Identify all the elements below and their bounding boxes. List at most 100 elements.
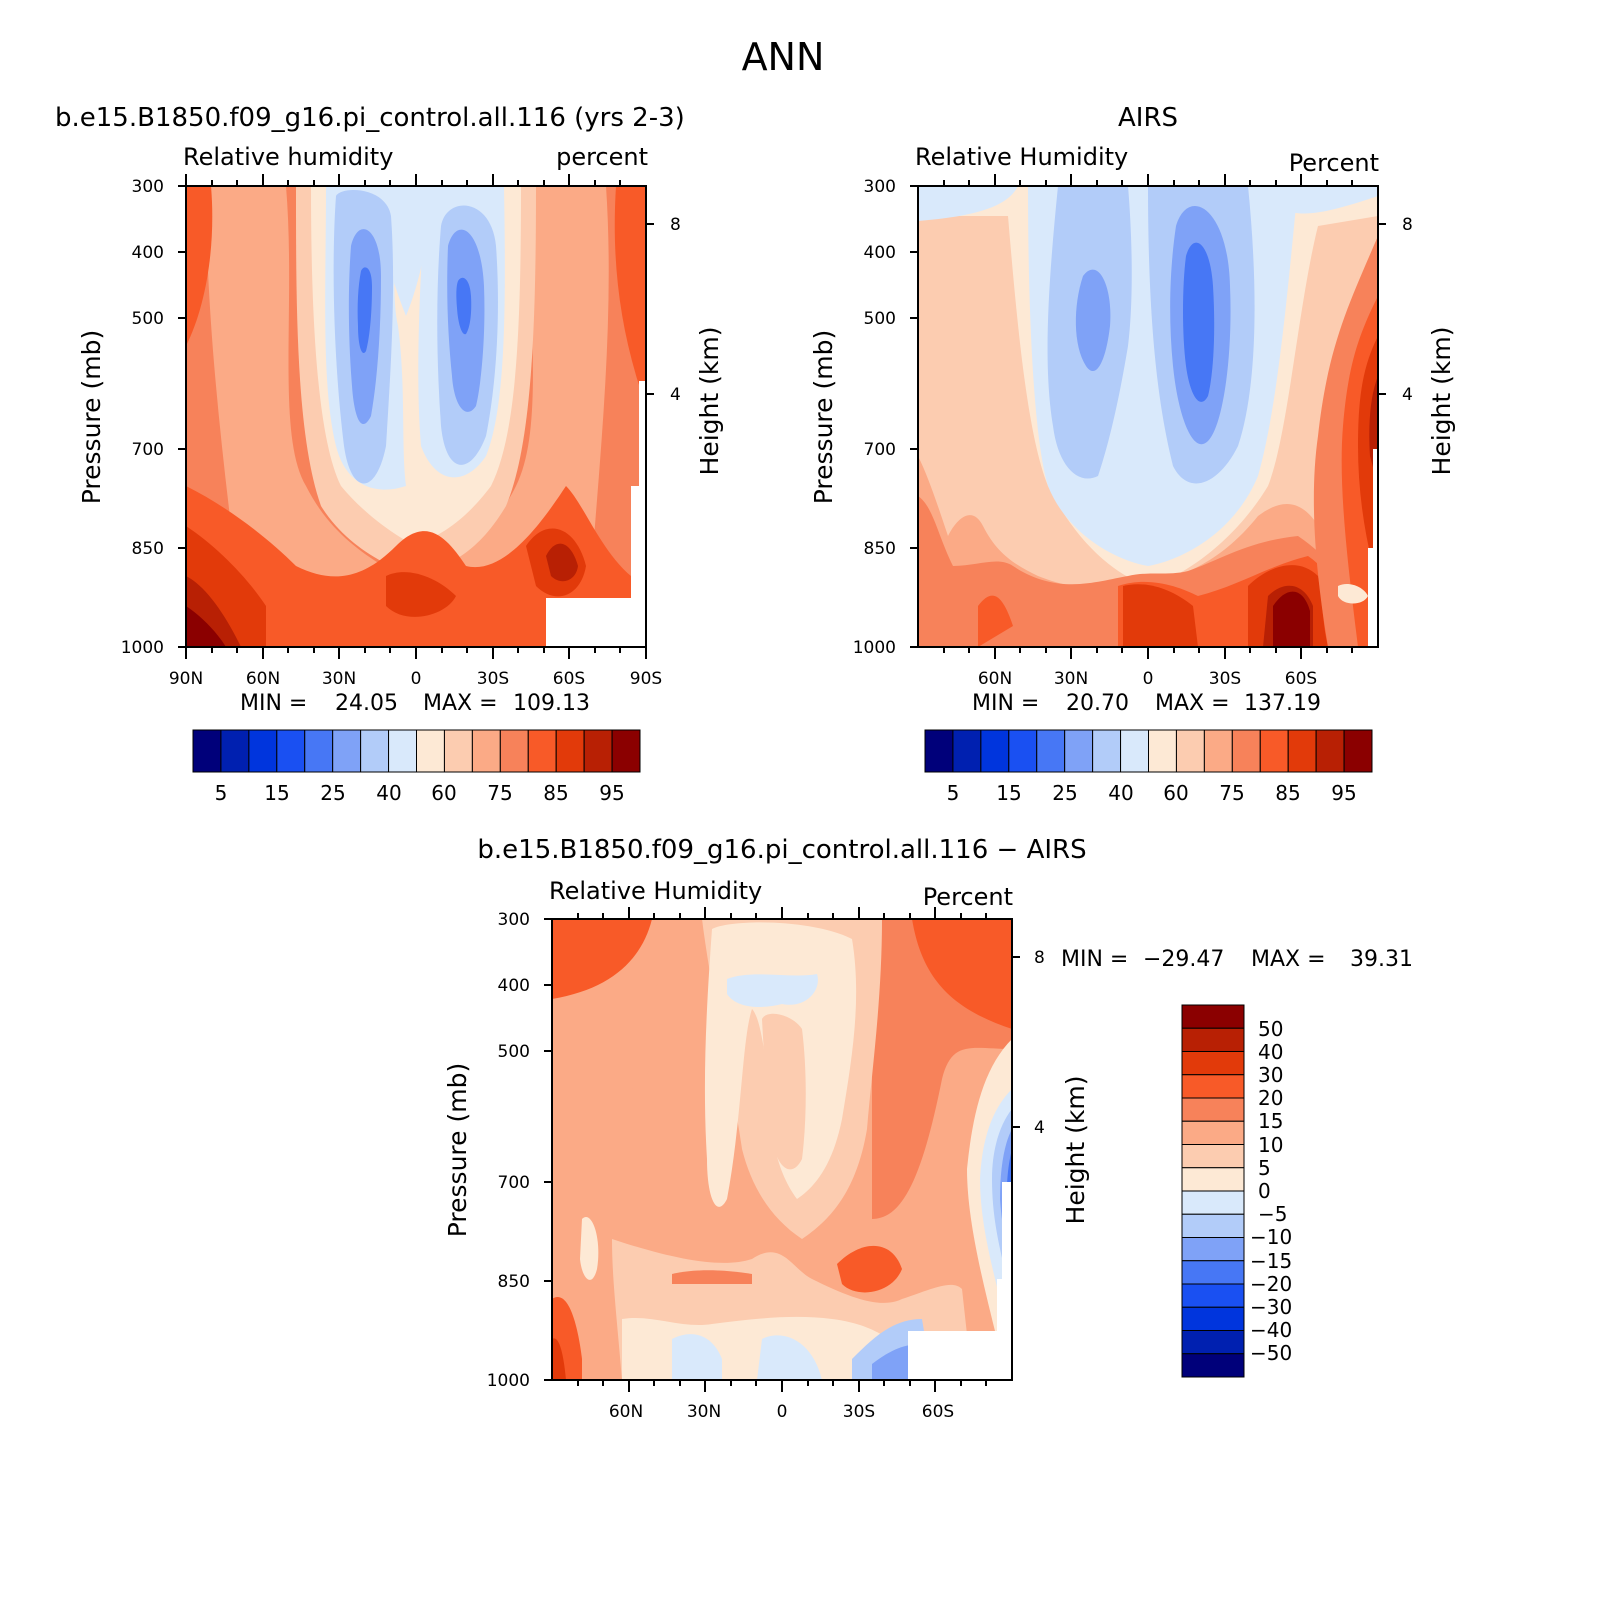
colorbar-cell: [332, 729, 362, 773]
x-tick-label: 60N: [609, 1402, 643, 1422]
colorbar-label: 25: [320, 781, 345, 805]
colorbar-label: 40: [376, 781, 401, 805]
height-tick-label: 8: [1034, 948, 1045, 968]
panel-difference-left-subtitle: Relative Humidity: [549, 877, 762, 905]
colorbar-label: 95: [1331, 781, 1356, 805]
colorbar-cell: [276, 729, 306, 773]
colorbar-cell: [360, 729, 390, 773]
colorbar-cell: [1181, 1260, 1245, 1285]
colorbar-label: 15: [996, 781, 1021, 805]
colorbar-cell: [1148, 729, 1177, 773]
height-axis-label: Height (km): [1427, 327, 1456, 476]
panel-difference-title: b.e15.B1850.f09_g16.pi_control.all.116 −…: [477, 835, 1086, 865]
x-tick-label: 30S: [843, 1402, 875, 1422]
panel-obs-right-subtitle: Percent: [1289, 149, 1379, 177]
colorbar-cell: [1181, 1097, 1245, 1122]
colorbar-label: −40: [1250, 1318, 1292, 1342]
colorbar-label: 75: [487, 781, 512, 805]
height-tick-label: 4: [1034, 1118, 1045, 1138]
colorbar-cell: [192, 729, 222, 773]
colorbar-cell: [583, 729, 613, 773]
panel-model-title: b.e15.B1850.f09_g16.pi_control.all.116 (…: [55, 103, 685, 133]
panel-difference-colorbar: 50 40 30 20 15 10 5 0 −5 −10 −15 −20 −30…: [1181, 1004, 1292, 1378]
x-tick-label: 30N: [1054, 669, 1088, 689]
panel-obs-min-value: 20.70: [1066, 691, 1129, 716]
colorbar-cell: [1181, 1120, 1245, 1145]
colorbar-cell: [1181, 1051, 1245, 1076]
y-tick-label: 1000: [121, 638, 164, 658]
panel-obs-title: AIRS: [1118, 103, 1178, 133]
panel-model-left-subtitle: Relative humidity: [183, 143, 393, 171]
colorbar-label: 25: [1052, 781, 1077, 805]
colorbar-cells: [192, 729, 641, 773]
colorbar-cells: [924, 729, 1373, 773]
colorbar-label: 85: [543, 781, 568, 805]
colorbar-cell: [1181, 1027, 1245, 1052]
y-tick-label: 500: [132, 309, 164, 329]
colorbar-label: 5: [1258, 1156, 1271, 1180]
colorbar-cell: [471, 729, 501, 773]
x-tick-label: 60N: [978, 669, 1012, 689]
colorbar-label: 50: [1258, 1017, 1283, 1041]
colorbar-label: −10: [1250, 1225, 1292, 1249]
y-tick-label: 850: [864, 539, 896, 559]
y-tick-label: 1000: [853, 638, 896, 658]
y-tick-label: 850: [132, 539, 164, 559]
panel-obs: AIRS Relative Humidity Percent: [809, 103, 1456, 805]
y-tick-label: 850: [498, 1272, 530, 1292]
colorbar-cell: [527, 729, 557, 773]
panel-obs-colorbar: 5 15 25 40 60 75 85 95: [924, 729, 1373, 805]
y-tick-label: 1000: [487, 1371, 530, 1391]
panel-difference-right-subtitle: Percent: [923, 883, 1013, 911]
panel-obs-x-axis: 60N 30N 0 30S 60S: [943, 174, 1353, 689]
x-tick-label: 30S: [1209, 669, 1241, 689]
colorbar-cell: [416, 729, 445, 773]
x-tick-label: 0: [1143, 669, 1154, 689]
colorbar-cell: [1315, 729, 1345, 773]
y-axis-label: Pressure (mb): [809, 330, 838, 504]
colorbar-cell: [248, 729, 278, 773]
panel-difference-min-value: −29.47: [1143, 947, 1224, 972]
height-tick-label: 8: [670, 215, 681, 235]
panel-difference-min-label: MIN =: [1061, 947, 1128, 972]
colorbar-cell: [443, 729, 473, 773]
colorbar-label: 75: [1219, 781, 1244, 805]
y-tick-label: 300: [132, 177, 164, 197]
colorbar-cell: [1259, 729, 1289, 773]
colorbar-cells: [1181, 1004, 1245, 1378]
colorbar-cell: [1287, 729, 1317, 773]
colorbar-label: 20: [1258, 1086, 1283, 1110]
colorbar-cell: [924, 729, 954, 773]
panel-obs-y-axis: 300 400 500 700 850 1000 Pressure (mb): [809, 177, 918, 658]
y-tick-label: 300: [864, 177, 896, 197]
colorbar-cell: [1203, 729, 1233, 773]
panel-difference-right-axis: 8 4 Height (km): [1012, 948, 1090, 1224]
colorbar-label: 30: [1258, 1063, 1283, 1087]
colorbar-cell: [980, 729, 1010, 773]
x-tick-label: 60S: [553, 669, 585, 689]
x-tick-label: 0: [777, 1402, 788, 1422]
y-tick-label: 400: [498, 976, 530, 996]
colorbar-cell: [1181, 1283, 1245, 1308]
panel-model-field: [186, 186, 646, 647]
colorbar-cell: [1231, 729, 1261, 773]
colorbar-label: 60: [1163, 781, 1188, 805]
x-tick-label: 60N: [246, 669, 280, 689]
panel-obs-min-label: MIN =: [972, 691, 1039, 716]
colorbar-cell: [1036, 729, 1066, 773]
colorbar-cell: [1181, 1190, 1245, 1215]
colorbar-label: −50: [1250, 1341, 1292, 1365]
colorbar-cell: [1181, 1144, 1245, 1169]
panel-model-min-value: 24.05: [335, 691, 398, 716]
colorbar-cell: [304, 729, 334, 773]
panel-model-min-label: MIN =: [240, 691, 307, 716]
colorbar-label: 15: [1258, 1109, 1283, 1133]
x-tick-label: 30S: [477, 669, 509, 689]
panel-difference-field: [552, 919, 1012, 1380]
colorbar-label: 95: [599, 781, 624, 805]
colorbar-cell: [952, 729, 982, 773]
x-tick-label: 30N: [687, 1402, 721, 1422]
colorbar-cell: [499, 729, 529, 773]
panel-obs-right-axis: 8 4 Height (km): [1378, 215, 1456, 475]
height-tick-label: 4: [1402, 385, 1413, 405]
